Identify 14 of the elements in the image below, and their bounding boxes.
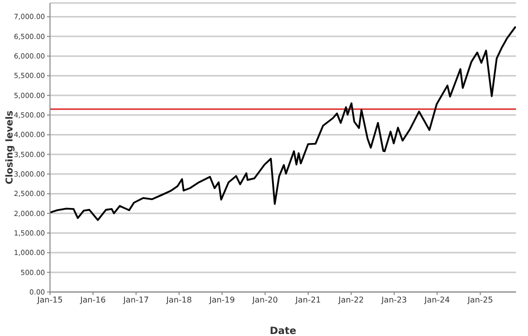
y-axis-title: Closing levels: [4, 110, 16, 184]
x-tick-label: Jan-17: [122, 296, 149, 305]
x-tick-label: Jan-16: [79, 296, 106, 305]
line-series: [50, 26, 516, 221]
x-axis-title: Date: [270, 326, 297, 336]
x-tick-label: Jan-19: [208, 296, 235, 305]
x-tick-label: Jan-23: [380, 296, 407, 305]
x-tick-label: Jan-20: [251, 296, 278, 305]
x-tick-label: Jan-15: [36, 296, 63, 305]
x-tick-label: Jan-24: [423, 296, 450, 305]
x-tick-label: Jan-22: [338, 296, 364, 305]
x-tick-label: Jan-21: [294, 296, 321, 305]
x-tick-label: Jan-18: [165, 296, 192, 305]
x-tick-label: Jan-25: [466, 296, 494, 305]
